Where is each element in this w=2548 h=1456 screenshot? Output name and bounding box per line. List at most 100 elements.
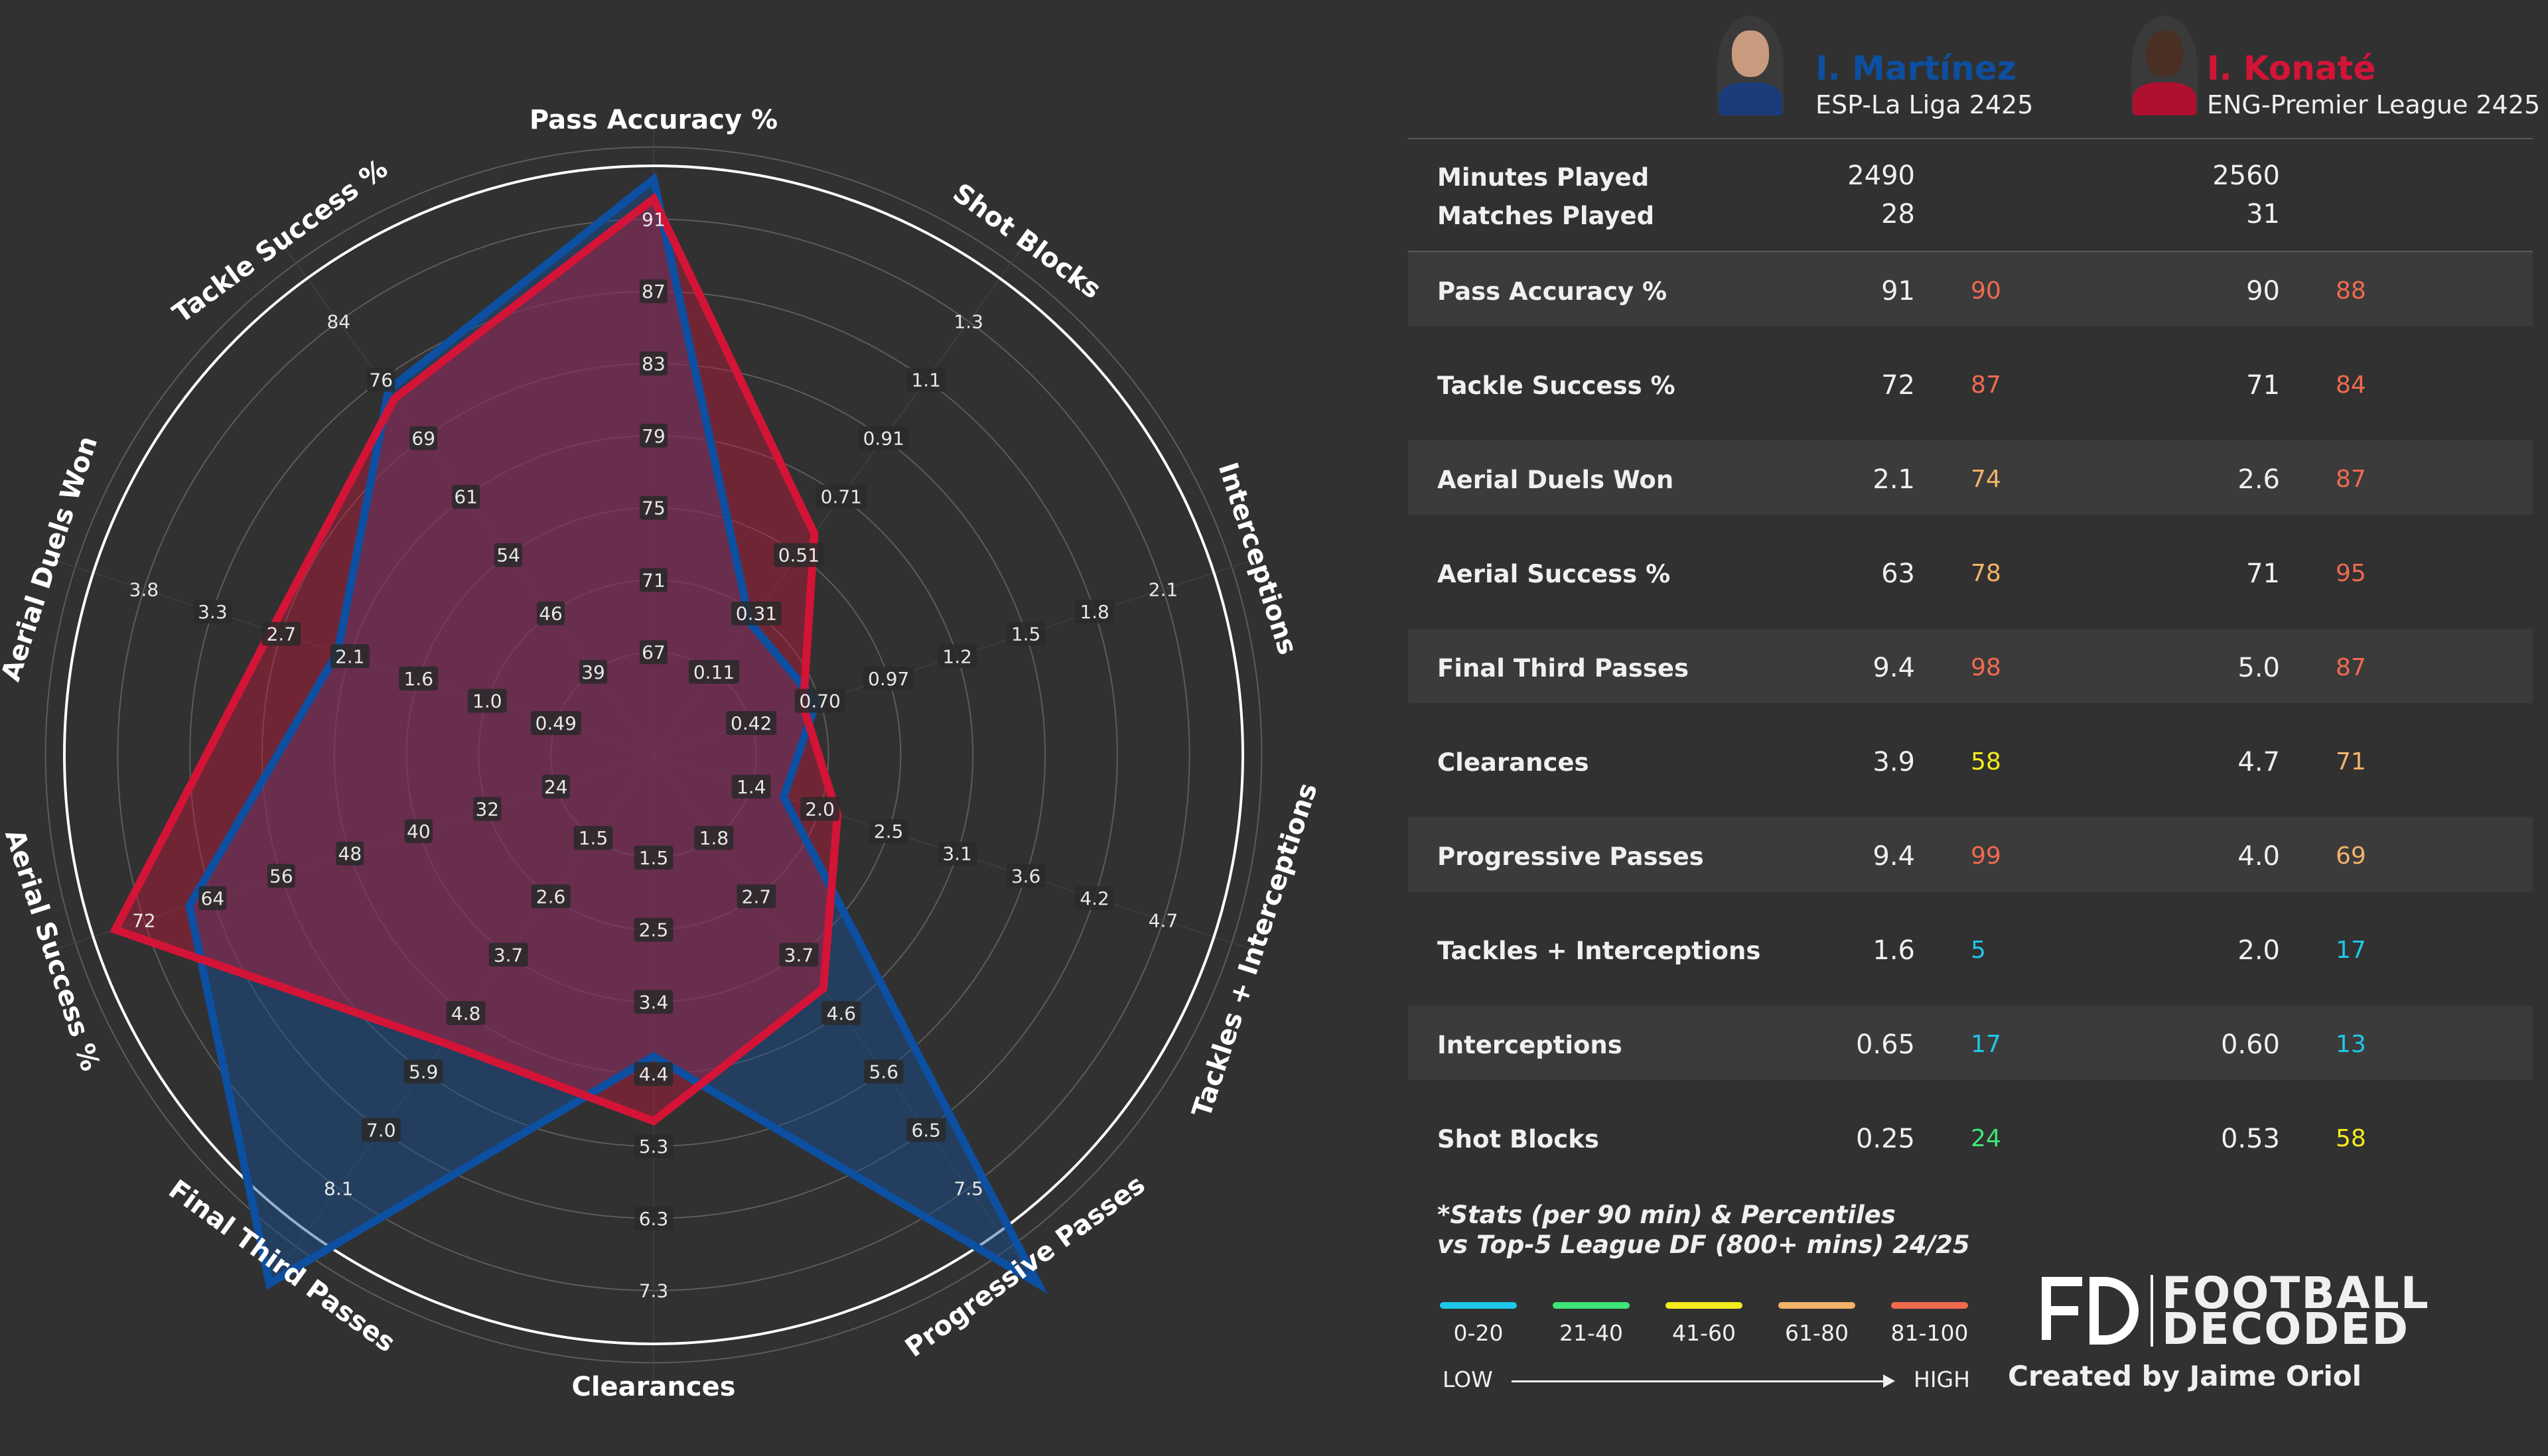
- outer-ring: [63, 165, 1244, 1345]
- player-2-percentile: 17: [2336, 937, 2366, 964]
- player-1-name: I. Martínez: [1815, 49, 2017, 88]
- credit-text: Created by Jaime Oriol: [2008, 1360, 2362, 1392]
- player-2-percentile: 69: [2336, 842, 2366, 870]
- tick-label: 0.97: [868, 668, 909, 690]
- tick-label-bg: [906, 1118, 946, 1142]
- tick-label-bg: [330, 644, 370, 669]
- tick-label-bg: [573, 826, 613, 850]
- legend-low-label: LOW: [1443, 1366, 1493, 1392]
- player-2-stat-value: 71: [2246, 559, 2280, 589]
- tick-label-bg: [863, 666, 914, 691]
- tick-label: 0.42: [731, 712, 772, 734]
- tick-label-bg: [403, 1059, 443, 1084]
- series-line-2: [109, 192, 842, 1126]
- tick-label-bg: [409, 426, 438, 450]
- tick-label: 75: [642, 497, 666, 519]
- axis-label: Tackle Success %: [167, 153, 393, 329]
- tick-label-bg: [906, 367, 946, 392]
- footnote-line-1: *Stats (per 90 min) & Percentiles: [1437, 1201, 1896, 1229]
- legend-arrow-line: [1512, 1380, 1887, 1382]
- stat-label: Shot Blocks: [1437, 1125, 1599, 1154]
- stat-label: Final Third Passes: [1437, 654, 1689, 683]
- player-1-avatar: [1717, 16, 1784, 115]
- player-2-percentile: 88: [2336, 277, 2366, 304]
- axis-label: Clearances: [571, 1372, 735, 1402]
- stat-label: Interceptions: [1437, 1031, 1622, 1059]
- tick-label-bg: [530, 711, 581, 736]
- stat-row: Clearances 3.9 58 4.7 71: [1408, 723, 2533, 797]
- header-divider: [1408, 138, 2533, 139]
- legend-range-label: 61-80: [1785, 1320, 1849, 1346]
- tick-label-bg: [640, 568, 668, 592]
- axis-label: Tackles + Interceptions: [1186, 779, 1324, 1121]
- tick-label: 1.8: [1080, 601, 1109, 623]
- tick-label-bg: [815, 484, 867, 509]
- tick-label: 46: [539, 603, 563, 625]
- player-1-percentile: 5: [1971, 937, 1986, 964]
- tick-label-bg: [494, 543, 523, 567]
- tick-label-bg: [198, 886, 227, 910]
- tick-label: 7.5: [954, 1177, 983, 1199]
- player-1-percentile: 87: [1971, 371, 2001, 399]
- tick-label-bg: [541, 774, 570, 799]
- stat-row: Shot Blocks 0.25 24 0.53 58: [1408, 1100, 2533, 1174]
- tick-label-bg: [1006, 622, 1046, 646]
- player-2-percentile: 87: [2336, 654, 2366, 681]
- tick-label: 6.5: [911, 1119, 941, 1141]
- tick-label-bg: [640, 279, 668, 304]
- legend-swatch: [1553, 1302, 1630, 1309]
- tick-label-bg: [634, 845, 673, 870]
- player-1-stat-value: 72: [1881, 370, 1915, 401]
- player-1-percentile: 24: [1971, 1125, 2001, 1152]
- tick-label: 3.4: [639, 991, 669, 1013]
- tick-label: 64: [201, 888, 225, 909]
- player-2-percentile: 13: [2336, 1031, 2366, 1058]
- tick-label-bg: [640, 423, 668, 448]
- player-1-percentile: 58: [1971, 748, 2001, 775]
- player-2-percentile: 87: [2336, 466, 2366, 493]
- player-1-percentile: 17: [1971, 1031, 2001, 1058]
- stat-label: Clearances: [1437, 748, 1589, 777]
- tick-label-bg: [537, 601, 565, 626]
- tick-label: 3.7: [494, 944, 524, 966]
- legend-swatch: [1665, 1302, 1742, 1309]
- football-decoded-logo-icon: [2042, 1277, 2139, 1345]
- tick-label-bg: [531, 884, 571, 909]
- tick-label: 6.3: [639, 1208, 669, 1230]
- tick-label: 0.71: [821, 486, 862, 508]
- tick-label: 1.5: [579, 827, 608, 849]
- tick-label: 3.6: [1011, 865, 1041, 887]
- tick-label: 4.6: [827, 1002, 857, 1024]
- tick-label: 91: [642, 208, 666, 230]
- player-1-percentile: 98: [1971, 654, 2001, 681]
- tick-label: 40: [407, 821, 431, 842]
- stat-row: Aerial Duels Won 2.1 74 2.6 87: [1408, 440, 2533, 515]
- brand-line-2: DECODED: [2162, 1303, 2410, 1355]
- tick-label-bg: [634, 990, 673, 1014]
- tick-label: 2.6: [536, 886, 566, 907]
- tick-label: 0.51: [778, 545, 819, 566]
- tick-label: 2.1: [335, 645, 365, 667]
- stat-row: Final Third Passes 9.4 98 5.0 87: [1408, 629, 2533, 703]
- tick-label-bg: [1006, 864, 1046, 888]
- tick-label-bg: [731, 774, 771, 799]
- tick-label-bg: [261, 622, 301, 646]
- axis-label: Aerial Success %: [0, 826, 106, 1075]
- tick-label: 1.0: [472, 691, 502, 712]
- series-line-1: [185, 172, 1048, 1294]
- tick-label: 79: [642, 425, 666, 447]
- tick-label-bg: [192, 600, 232, 624]
- stat-row: Tackle Success % 72 87 71 84: [1408, 346, 2533, 421]
- player-2-stat-value: 90: [2246, 276, 2280, 306]
- radar-chart: 67 71 75 79 83 87 91 0.11 0.31 0.51 0.71 0.91 1.1 1.3…: [0, 105, 1324, 1402]
- tick-label-bg: [634, 917, 673, 942]
- stat-label: Aerial Duels Won: [1437, 466, 1674, 494]
- tick-label-bg: [634, 1062, 673, 1087]
- tick-label: 76: [369, 369, 393, 391]
- stat-label: Tackles + Interceptions: [1437, 937, 1761, 965]
- player-1-percentile: 74: [1971, 466, 2001, 493]
- player-2-stat-value: 5.0: [2237, 653, 2280, 683]
- tick-label: 3.8: [129, 578, 159, 600]
- legend-swatch: [1891, 1302, 1968, 1309]
- player-2-stat-value: 71: [2246, 370, 2280, 401]
